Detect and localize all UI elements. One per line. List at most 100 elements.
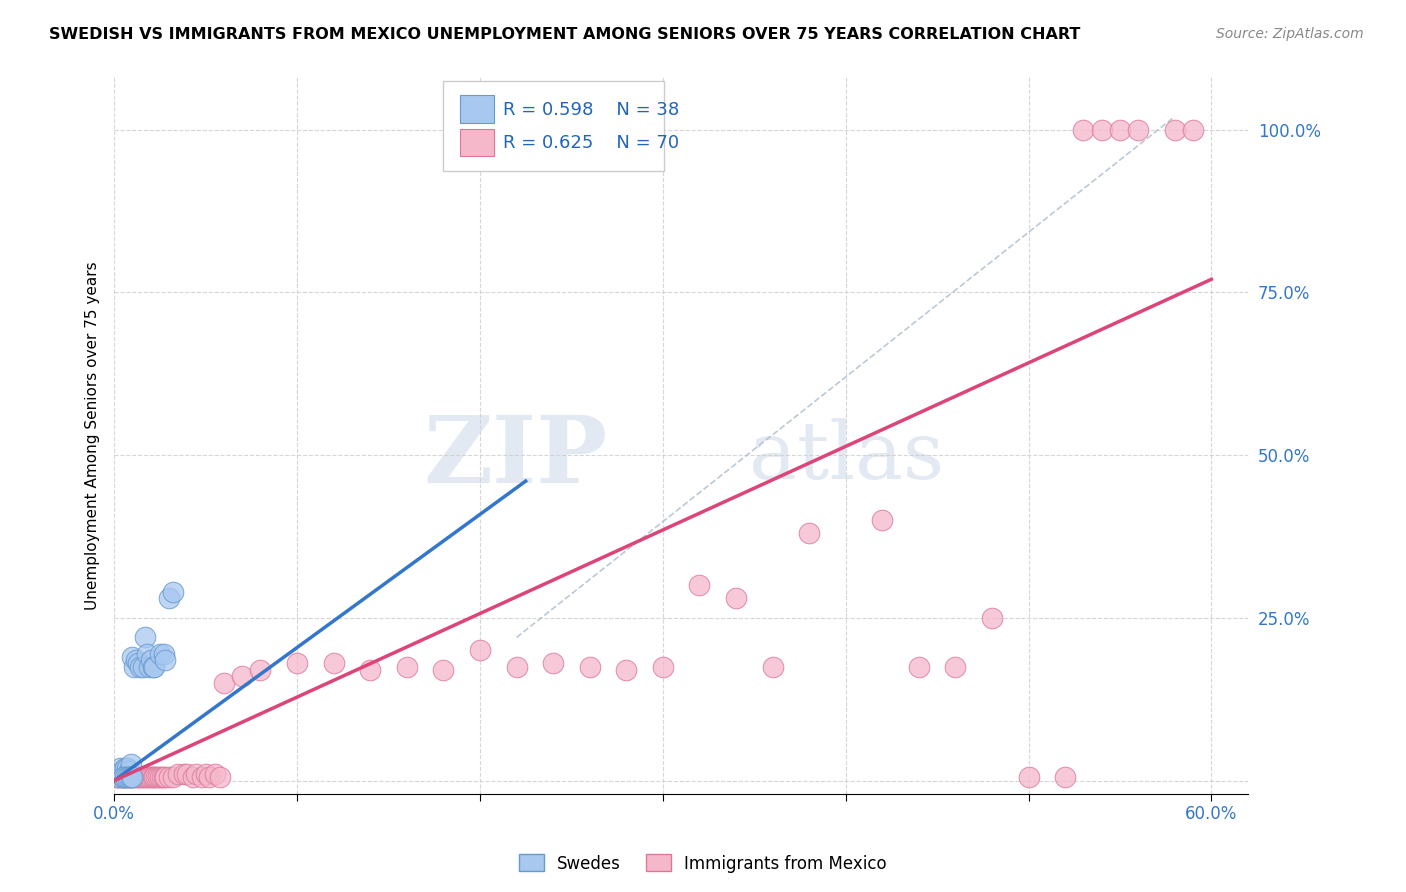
Point (136, 771, 159, 785)
Point (1164, 122, 1187, 136)
Point (460, 122, 482, 136)
Point (198, 771, 221, 785)
Point (186, 767, 208, 781)
Point (138, 771, 160, 785)
Point (797, 526, 820, 541)
Point (136, 647, 159, 661)
Point (127, 771, 149, 785)
Point (907, 659, 929, 673)
Point (578, 659, 600, 673)
Bar (460, 95, 494, 122)
Legend: Swedes, Immigrants from Mexico: Swedes, Immigrants from Mexico (512, 847, 894, 880)
Bar (460, 129, 494, 156)
Point (173, 767, 195, 781)
Point (105, 767, 128, 781)
Point (132, 659, 155, 673)
Point (1128, 122, 1150, 136)
Point (108, 767, 131, 781)
Point (155, 653, 177, 667)
Point (496, 122, 519, 136)
Point (191, 771, 214, 785)
Point (761, 659, 783, 673)
Point (249, 663, 271, 677)
Point (468, 643, 491, 657)
Point (395, 659, 418, 673)
Point (105, 771, 128, 785)
Point (120, 771, 142, 785)
Text: R = 0.625    N = 70: R = 0.625 N = 70 (503, 135, 679, 153)
Point (152, 647, 174, 661)
Point (143, 771, 166, 785)
Point (125, 653, 148, 667)
Point (149, 647, 172, 661)
Point (285, 657, 308, 671)
Point (149, 771, 172, 785)
Point (1091, 122, 1114, 136)
Point (194, 767, 217, 781)
Point (870, 513, 893, 527)
Point (124, 659, 146, 673)
Point (128, 771, 150, 785)
Point (614, 663, 637, 677)
Point (541, 657, 564, 671)
Point (112, 771, 135, 785)
Point (121, 649, 143, 664)
Point (115, 767, 138, 781)
Point (115, 771, 138, 785)
Point (118, 771, 141, 785)
Point (139, 771, 162, 785)
Point (204, 767, 226, 781)
FancyBboxPatch shape (443, 81, 664, 170)
Point (118, 771, 141, 785)
Point (176, 767, 198, 781)
Point (118, 764, 141, 778)
Point (167, 767, 190, 781)
Point (115, 771, 138, 785)
Point (181, 771, 204, 785)
Point (134, 631, 156, 645)
Point (981, 611, 1004, 625)
Point (142, 771, 165, 785)
Point (212, 676, 235, 690)
Point (112, 771, 135, 785)
Point (145, 771, 167, 785)
Point (162, 584, 184, 599)
Point (143, 659, 166, 673)
Point (138, 659, 160, 673)
Point (1018, 771, 1040, 785)
Point (131, 771, 153, 785)
Point (114, 771, 136, 785)
Point (724, 591, 747, 606)
Point (107, 771, 129, 785)
Point (231, 669, 253, 683)
Point (115, 761, 138, 775)
Point (120, 757, 142, 772)
Point (157, 771, 180, 785)
Point (107, 771, 129, 785)
Point (128, 659, 150, 673)
Point (125, 771, 148, 785)
Point (157, 591, 180, 606)
Point (114, 771, 136, 785)
Y-axis label: Unemployment Among Seniors over 75 years: Unemployment Among Seniors over 75 years (86, 261, 100, 610)
Text: ZIP: ZIP (423, 412, 607, 502)
Point (112, 771, 135, 785)
Point (142, 659, 165, 673)
Point (108, 761, 131, 775)
Point (114, 761, 136, 775)
Text: R = 0.598    N = 38: R = 0.598 N = 38 (503, 101, 679, 119)
Point (124, 771, 146, 785)
Point (132, 771, 155, 785)
Point (108, 771, 131, 785)
Point (139, 653, 162, 667)
Point (152, 771, 174, 785)
Point (651, 659, 673, 673)
Point (209, 771, 232, 785)
Point (134, 771, 156, 785)
Point (155, 771, 177, 785)
Point (127, 657, 149, 671)
Point (1054, 771, 1077, 785)
Point (146, 771, 169, 785)
Point (1073, 122, 1095, 136)
Point (120, 771, 142, 785)
